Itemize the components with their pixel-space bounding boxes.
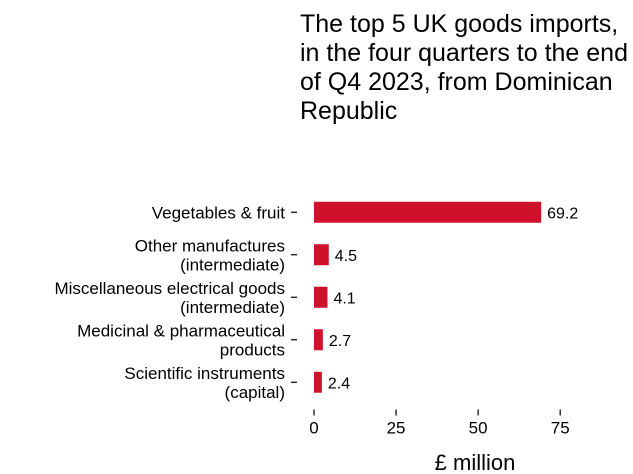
y-tick-marks — [291, 211, 297, 383]
category-label: Vegetables & fruit — [152, 203, 286, 222]
value-label: 2.4 — [328, 375, 350, 392]
value-label: 4.5 — [335, 248, 357, 265]
bars — [314, 201, 542, 393]
value-label: 4.1 — [333, 290, 355, 307]
x-tick-label: 25 — [387, 419, 406, 438]
bar — [314, 201, 542, 223]
x-axis-title: £ million — [435, 450, 516, 474]
value-label: 2.7 — [329, 333, 351, 350]
x-tick-label: 0 — [309, 419, 318, 438]
x-ticks: 0 25 50 75 — [309, 409, 570, 438]
category-label: Miscellaneous electrical goods (intermedi… — [54, 279, 285, 317]
x-tick-label: 75 — [551, 419, 570, 438]
chart-title: The top 5 UK goods imports, in the four … — [300, 10, 628, 125]
bar — [314, 244, 329, 266]
bar — [314, 371, 322, 393]
category-label: Medicinal & pharmaceutical products — [77, 321, 285, 359]
value-label: 69.2 — [547, 205, 578, 222]
category-label: Other manufactures (intermediate) — [135, 236, 285, 274]
bar — [314, 329, 323, 351]
bar — [314, 286, 328, 308]
x-tick-label: 50 — [469, 419, 488, 438]
category-label: Scientific instruments (capital) — [124, 364, 285, 402]
category-labels: Vegetables & fruit Other manufactures (int… — [54, 203, 285, 402]
value-labels: 69.2 4.5 4.1 2.7 2.4 — [328, 205, 579, 392]
